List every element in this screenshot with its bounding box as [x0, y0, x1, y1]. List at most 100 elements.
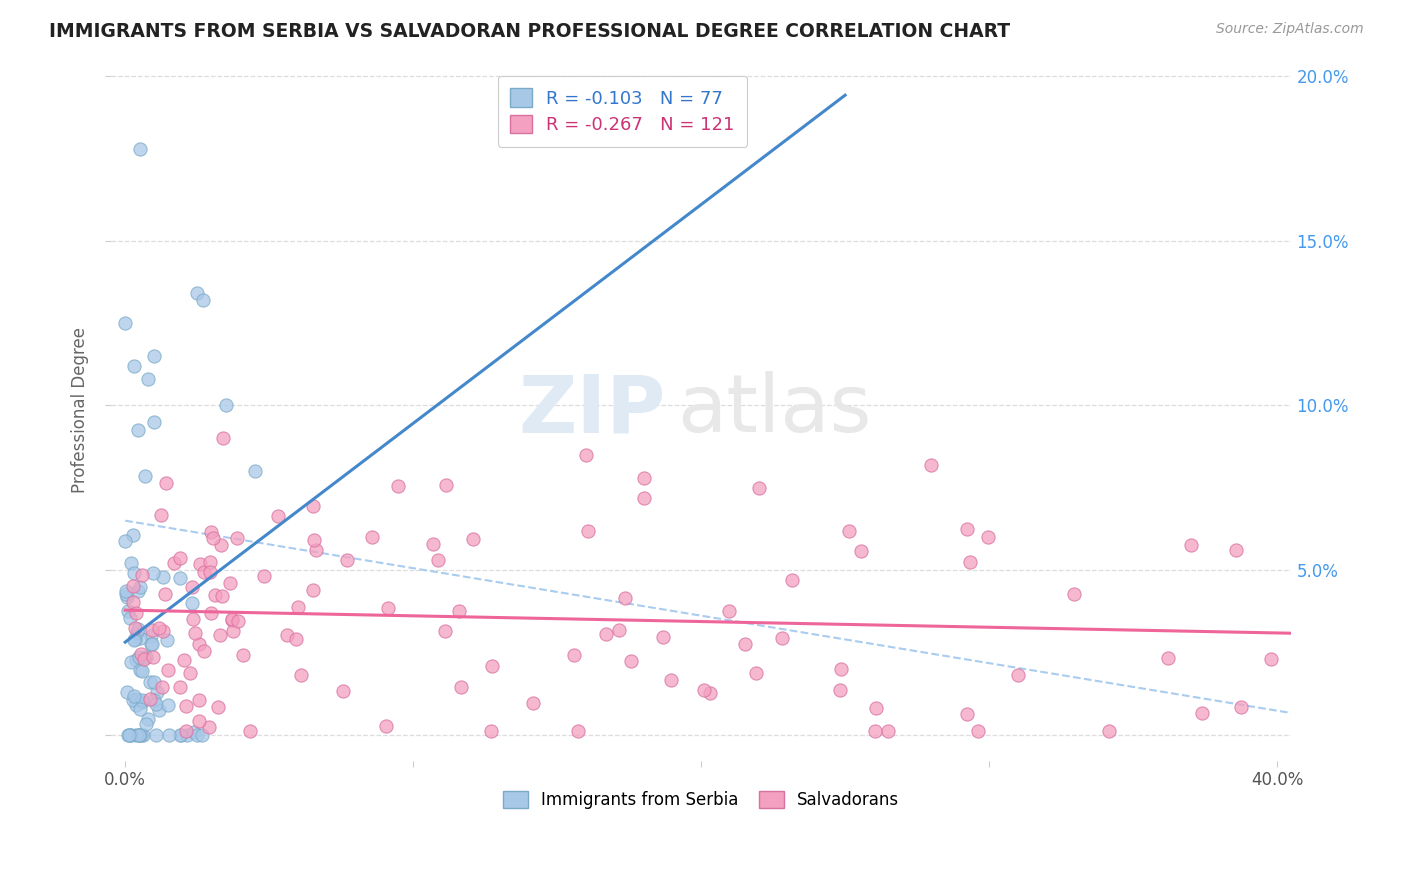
Point: [434, 477, 457, 491]
Point: [921, 458, 943, 472]
Point: [222, 624, 245, 638]
Point: [198, 566, 221, 580]
Point: [152, 624, 174, 638]
Point: [134, 652, 156, 666]
Point: [128, 649, 150, 664]
Point: [135, 649, 157, 664]
Point: [120, 556, 142, 570]
Point: [163, 556, 186, 570]
Point: [377, 600, 399, 615]
Point: [124, 632, 146, 646]
Y-axis label: Professional Degree: Professional Degree: [72, 327, 89, 493]
Point: [157, 728, 180, 742]
Point: [183, 725, 205, 739]
Point: [120, 655, 142, 669]
Point: [115, 590, 138, 604]
Point: [1098, 724, 1121, 739]
Point: [148, 621, 170, 635]
Point: [215, 398, 238, 412]
Point: [479, 724, 502, 739]
Point: [193, 644, 215, 658]
Point: [146, 685, 169, 699]
Point: [169, 728, 191, 742]
Point: [125, 653, 148, 667]
Point: [193, 565, 215, 579]
Point: [1157, 650, 1180, 665]
Point: [209, 628, 232, 642]
Point: [219, 576, 242, 591]
Point: [188, 714, 211, 728]
Point: [201, 532, 224, 546]
Point: [150, 680, 173, 694]
Point: [209, 538, 232, 552]
Point: [149, 508, 172, 522]
Point: [830, 682, 852, 697]
Point: [633, 471, 655, 485]
Point: [124, 698, 146, 712]
Point: [204, 588, 226, 602]
Point: [131, 568, 153, 582]
Point: [207, 699, 229, 714]
Point: [575, 448, 598, 462]
Point: [169, 728, 191, 742]
Point: [183, 626, 205, 640]
Point: [782, 573, 804, 587]
Point: [143, 349, 166, 363]
Point: [232, 648, 254, 663]
Point: [830, 662, 852, 676]
Point: [200, 525, 222, 540]
Point: [699, 686, 721, 700]
Point: [717, 604, 740, 618]
Point: [360, 530, 382, 544]
Point: [198, 721, 221, 735]
Point: [128, 632, 150, 646]
Point: [302, 583, 325, 598]
Point: [375, 719, 398, 733]
Point: [956, 706, 979, 721]
Point: [122, 579, 145, 593]
Point: [239, 724, 262, 739]
Point: [156, 632, 179, 647]
Point: [620, 654, 643, 668]
Point: [481, 659, 503, 673]
Point: [120, 611, 142, 625]
Point: [614, 591, 637, 605]
Point: [287, 600, 309, 615]
Point: [129, 663, 152, 677]
Point: [609, 623, 631, 637]
Point: [117, 604, 139, 618]
Point: [191, 728, 214, 742]
Point: [1007, 668, 1029, 682]
Point: [122, 632, 145, 647]
Point: [132, 728, 155, 742]
Point: [145, 728, 167, 742]
Point: [121, 693, 143, 707]
Point: [135, 717, 157, 731]
Point: [127, 423, 149, 437]
Point: [302, 500, 325, 514]
Point: [865, 700, 887, 714]
Point: [463, 533, 485, 547]
Text: IMMIGRANTS FROM SERBIA VS SALVADORAN PROFESSIONAL DEGREE CORRELATION CHART: IMMIGRANTS FROM SERBIA VS SALVADORAN PRO…: [49, 22, 1011, 41]
Point: [770, 631, 793, 645]
Point: [131, 693, 153, 707]
Point: [145, 697, 167, 711]
Point: [120, 728, 142, 742]
Point: [211, 589, 233, 603]
Point: [173, 653, 195, 667]
Point: [567, 724, 589, 739]
Text: atlas: atlas: [678, 371, 872, 450]
Point: [198, 555, 221, 569]
Point: [122, 359, 145, 373]
Point: [651, 631, 673, 645]
Point: [131, 664, 153, 678]
Point: [153, 587, 176, 601]
Point: [284, 632, 307, 646]
Point: [748, 481, 770, 495]
Point: [176, 728, 198, 742]
Point: [139, 692, 162, 706]
Point: [243, 464, 266, 478]
Point: [522, 697, 544, 711]
Point: [131, 695, 153, 709]
Point: [181, 612, 204, 626]
